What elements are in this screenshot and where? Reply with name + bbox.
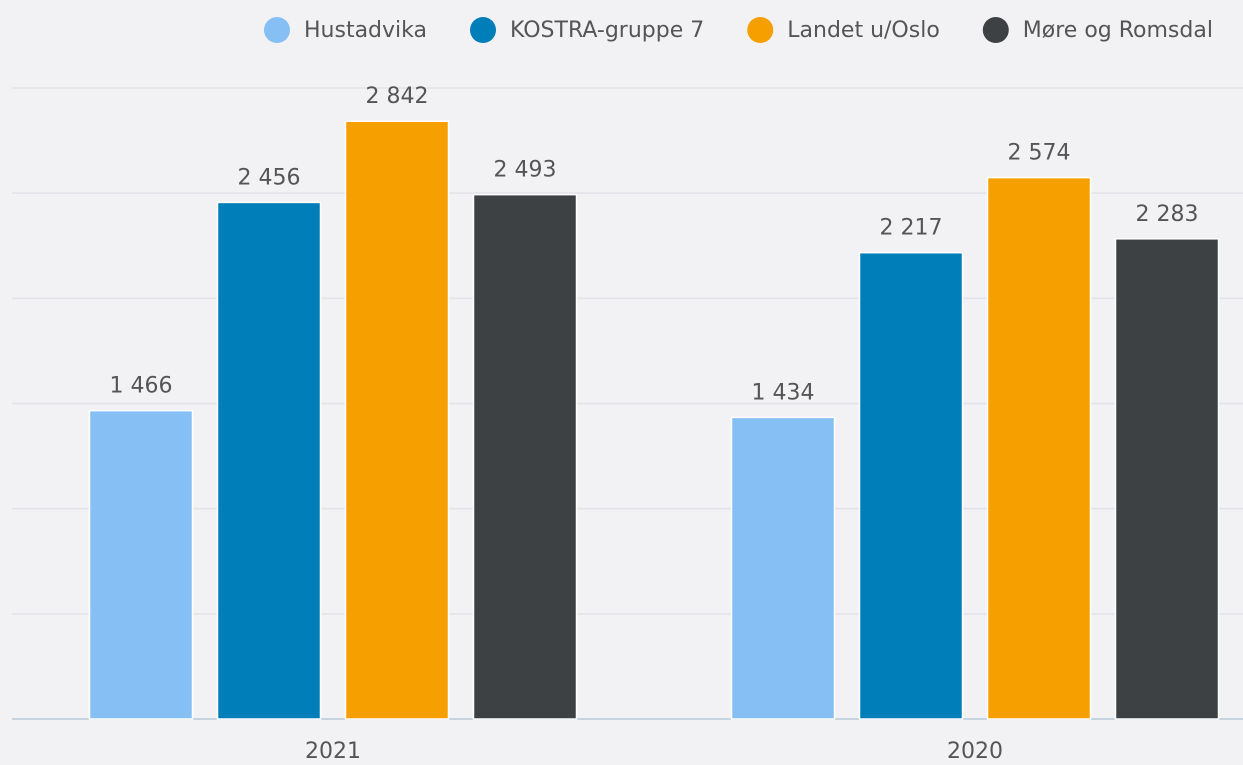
data-label: 1 466: [110, 374, 173, 399]
legend-swatch: [470, 17, 496, 43]
legend-label: Landet u/Oslo: [787, 18, 940, 43]
bar: [1114, 238, 1220, 720]
legend-label: Hustadvika: [304, 18, 427, 43]
x-tick-label: 2021: [305, 739, 361, 764]
data-label: 2 456: [238, 165, 301, 190]
bar: [344, 120, 450, 720]
legend-label: Møre og Romsdal: [1023, 18, 1213, 43]
data-label: 2 217: [880, 216, 943, 241]
legend-label: KOSTRA-gruppe 7: [510, 18, 704, 43]
bar: [986, 176, 1092, 720]
legend-swatch: [982, 17, 1009, 43]
legend-swatch: [747, 17, 774, 43]
data-label: 2 493: [494, 158, 557, 183]
data-label: 2 574: [1008, 141, 1071, 166]
data-label: 2 283: [1136, 202, 1199, 227]
bar: [472, 193, 578, 720]
legend-swatch: [264, 17, 290, 43]
bar: [730, 416, 836, 720]
bar: [216, 201, 322, 720]
x-tick-label: 2020: [947, 739, 1003, 764]
data-label: 1 434: [752, 380, 815, 405]
bar: [88, 409, 194, 720]
bar: [858, 251, 964, 720]
data-label: 2 842: [366, 84, 429, 109]
